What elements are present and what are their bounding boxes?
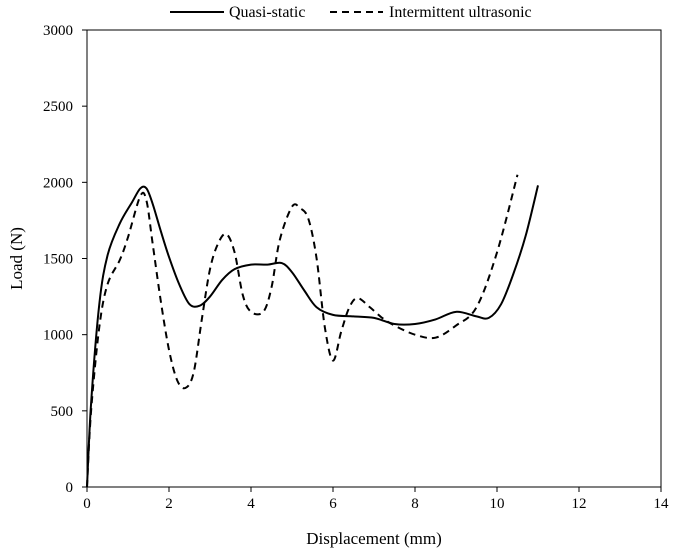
plot-area-frame xyxy=(86,29,662,488)
y-tick-label: 2500 xyxy=(43,99,73,115)
y-tick-label: 500 xyxy=(51,404,74,420)
x-tick-label: 10 xyxy=(490,496,505,512)
y-tick-label: 2000 xyxy=(43,175,73,191)
series-line-quasi-static xyxy=(86,185,539,488)
legend: Quasi-static Intermittent ultrasonic xyxy=(170,4,532,21)
y-tick-label: 1000 xyxy=(43,328,73,344)
x-tick-label: 0 xyxy=(83,496,91,512)
x-tick-label: 8 xyxy=(411,496,419,512)
x-tick-label: 12 xyxy=(572,496,587,512)
x-tick-label: 4 xyxy=(247,496,255,512)
x-tick-label: 6 xyxy=(329,496,337,512)
series-line-intermittent-ultrasonic xyxy=(86,174,519,488)
legend-label-quasi-static: Quasi-static xyxy=(229,4,305,21)
legend-label-intermittent-ultrasonic: Intermittent ultrasonic xyxy=(389,4,532,21)
y-axis-ticks: 0 500 1000 1500 2000 2500 3000 xyxy=(43,23,87,496)
y-tick-label: 1500 xyxy=(43,252,73,268)
x-axis-ticks: 0 2 4 6 8 10 12 14 xyxy=(83,487,669,512)
y-tick-label: 0 xyxy=(66,480,74,496)
y-tick-label: 3000 xyxy=(43,23,73,39)
series-layer xyxy=(86,174,539,488)
x-tick-label: 14 xyxy=(654,496,670,512)
x-tick-label: 2 xyxy=(165,496,173,512)
y-axis-title: Load (N) xyxy=(7,227,26,290)
x-axis-title: Displacement (mm) xyxy=(306,529,442,548)
